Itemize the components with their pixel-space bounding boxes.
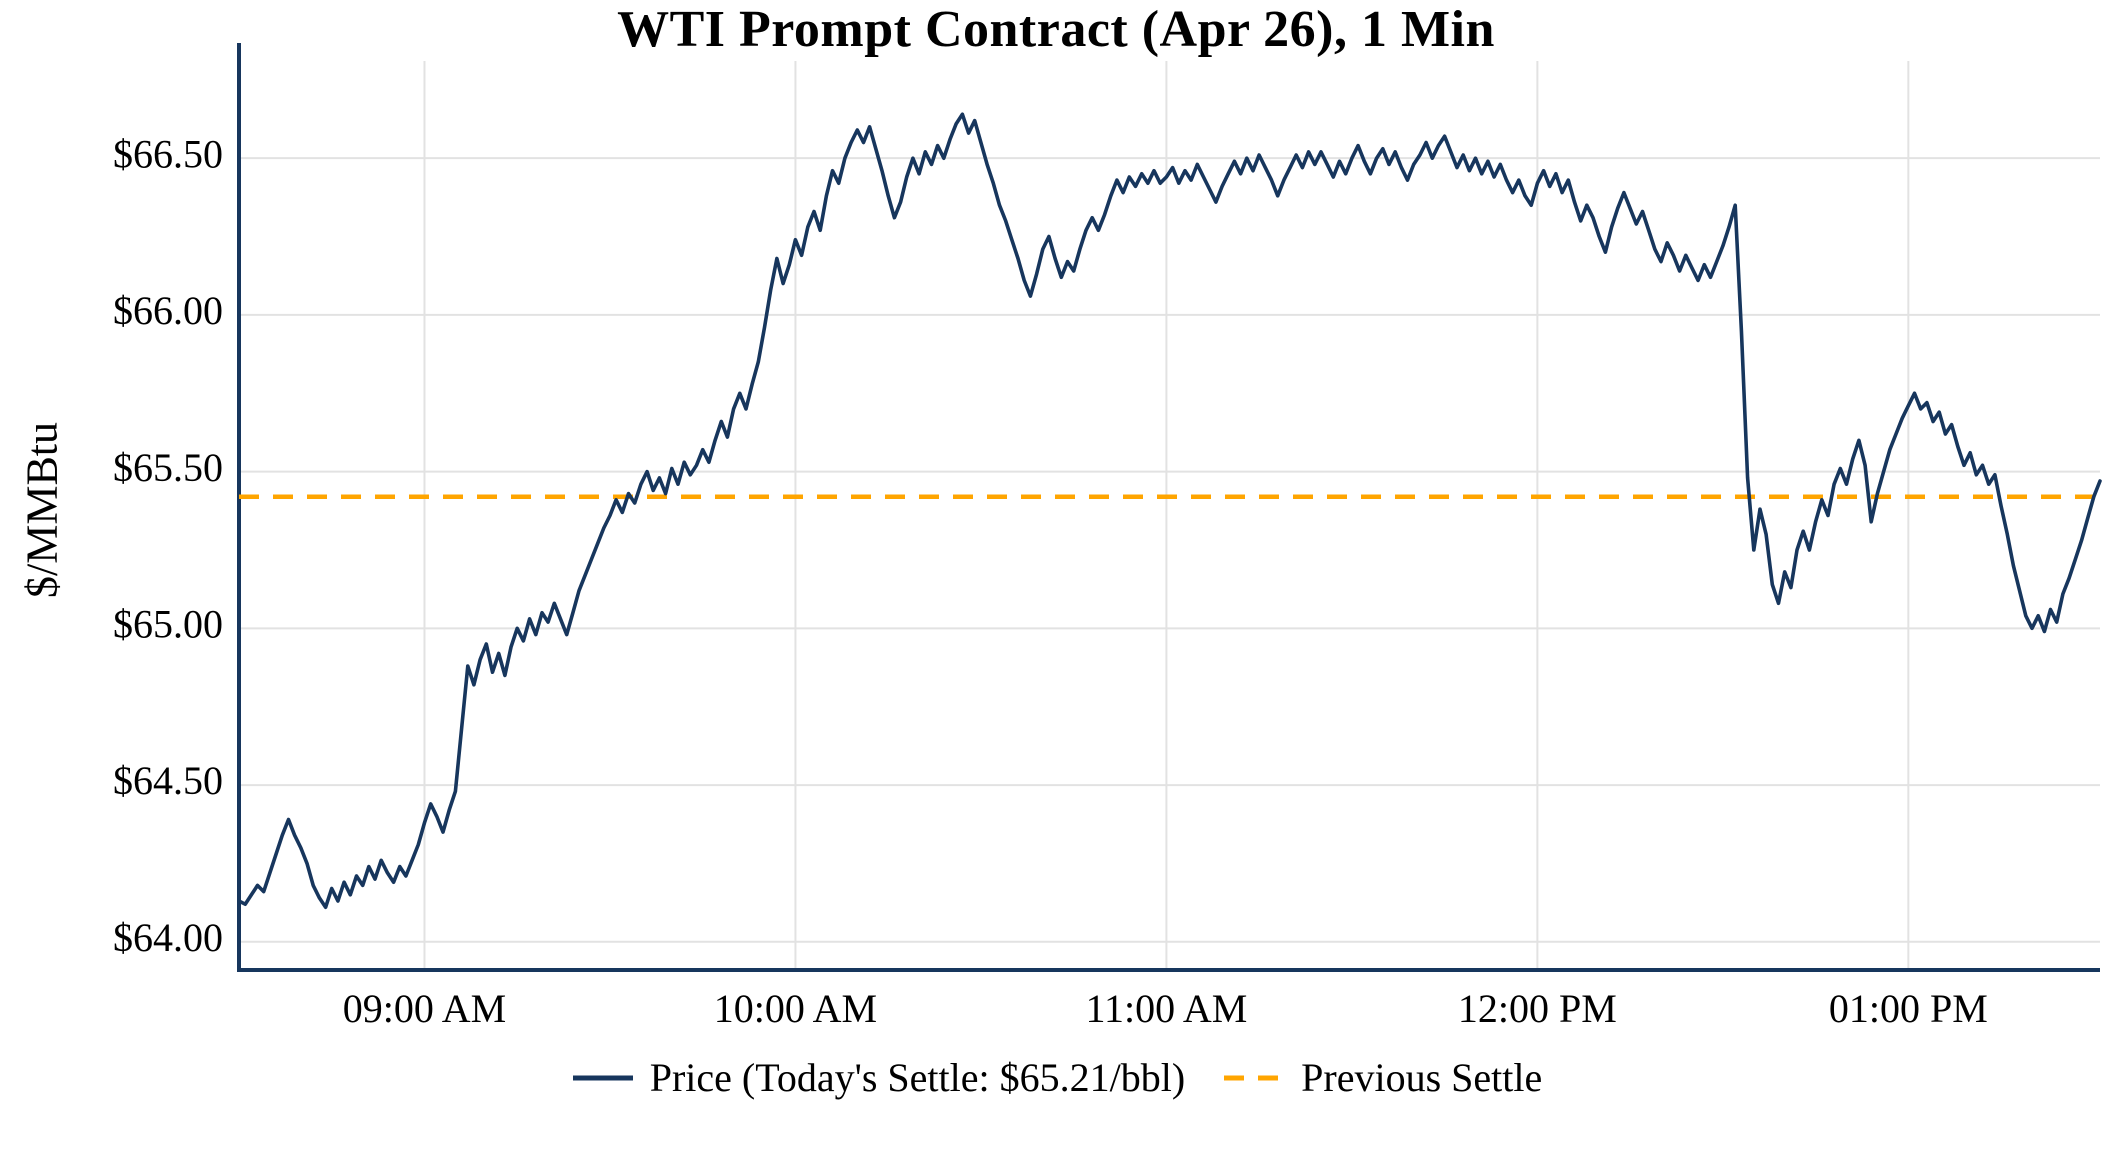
price-line bbox=[237, 112, 2102, 910]
chart-title: WTI Prompt Contract (Apr 26), 1 Min bbox=[617, 1, 1495, 58]
legend-item-previous-settle: Previous Settle bbox=[1221, 1054, 1542, 1101]
previous-settle-swatch bbox=[1224, 1075, 1285, 1080]
legend-item-price: Price (Today's Settle: $65.21/bbl) bbox=[570, 1054, 1185, 1101]
legend-previous-settle-label: Previous Settle bbox=[1301, 1055, 1543, 1100]
x-tick-label: 12:00 PM bbox=[1458, 986, 1617, 1031]
y-tick-label: $64.50 bbox=[113, 758, 223, 803]
y-tick-label: $66.50 bbox=[113, 131, 223, 176]
y-tick-label: $65.50 bbox=[113, 445, 223, 490]
y-tick-label: $64.00 bbox=[113, 915, 223, 960]
y-tick-label: $66.00 bbox=[113, 288, 223, 333]
legend: Price (Today's Settle: $65.21/bbl) Previ… bbox=[0, 1054, 2112, 1101]
x-tick-label: 11:00 AM bbox=[1085, 986, 1247, 1031]
legend-price-label: Price (Today's Settle: $65.21/bbl) bbox=[649, 1055, 1186, 1100]
y-axis-title: $/MMBtu bbox=[17, 421, 67, 599]
x-tick-label: 01:00 PM bbox=[1829, 986, 1988, 1031]
x-tick-label: 09:00 AM bbox=[343, 986, 506, 1031]
price-line-swatch bbox=[572, 1075, 633, 1080]
x-tick-label: 10:00 AM bbox=[714, 986, 877, 1031]
y-tick-label: $65.00 bbox=[113, 602, 223, 647]
